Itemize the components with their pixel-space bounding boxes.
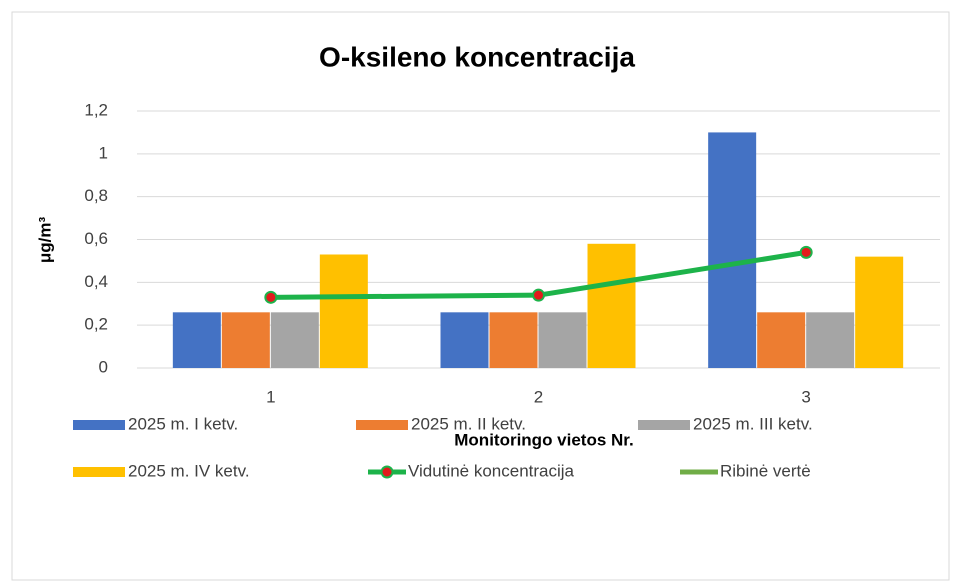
legend-swatch (638, 420, 690, 430)
bar (587, 243, 636, 368)
y-axis-label: μg/m³ (35, 217, 54, 264)
legend-label: 2025 m. IV ketv. (128, 461, 250, 480)
y-tick-label: 0 (99, 357, 108, 376)
y-tick-label: 0,4 (84, 272, 108, 291)
y-tick-label: 1 (99, 143, 108, 162)
legend-label: Ribinė vertė (720, 461, 811, 480)
legend-label: 2025 m. III ketv. (693, 414, 813, 433)
bar (538, 312, 587, 368)
legend-label: Vidutinė koncentracija (408, 461, 575, 480)
legend-swatch (73, 420, 125, 430)
bar (708, 132, 757, 368)
y-tick-label: 1,2 (84, 100, 108, 119)
chart-title: O-ksileno koncentracija (319, 41, 635, 72)
x-tick-label: 1 (266, 387, 275, 406)
legend-swatch (73, 467, 125, 477)
line-marker (799, 245, 813, 259)
x-tick-label: 2 (534, 387, 543, 406)
x-tick-label: 3 (801, 387, 810, 406)
y-tick-label: 0,8 (84, 186, 108, 205)
bar (855, 256, 904, 368)
bar (757, 312, 806, 368)
bar (440, 312, 489, 368)
x-axis-label: Monitoringo vietos Nr. (454, 430, 633, 449)
legend-label: 2025 m. II ketv. (411, 414, 526, 433)
bar (806, 312, 855, 368)
legend-label: 2025 m. I ketv. (128, 414, 238, 433)
y-tick-label: 0,2 (84, 315, 108, 334)
bar (221, 312, 270, 368)
y-tick-label: 0,6 (84, 229, 108, 248)
legend-marker (380, 465, 394, 479)
line-marker (264, 290, 278, 304)
bar (319, 254, 368, 368)
line-marker (532, 288, 545, 302)
bar (172, 312, 221, 368)
legend-swatch (356, 420, 408, 430)
bar (270, 312, 319, 368)
bar (489, 312, 538, 368)
